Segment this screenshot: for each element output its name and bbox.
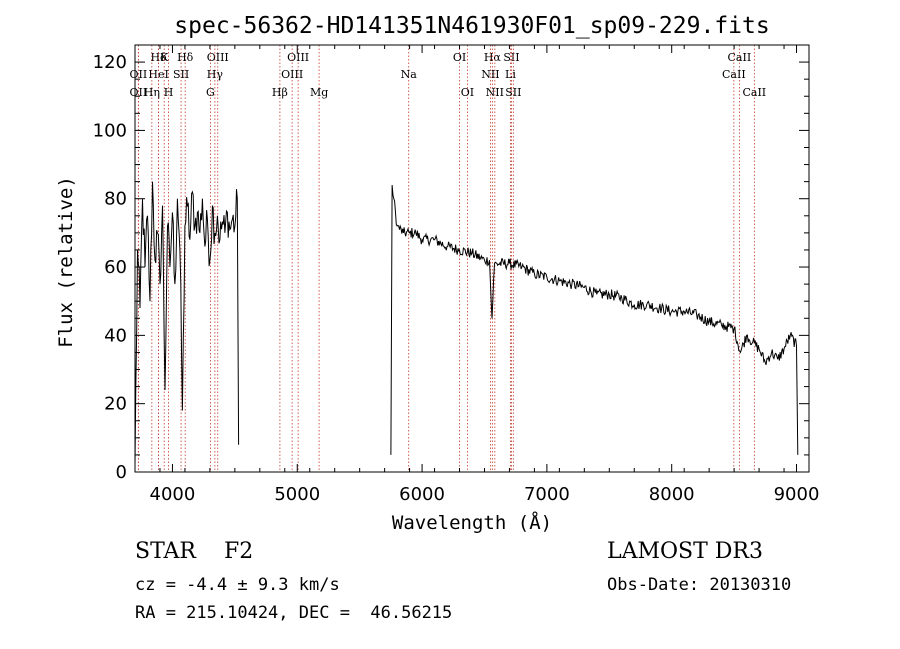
coordinates: RA = 215.10424, DEC = 46.56215 <box>135 603 453 623</box>
spectrum-line-0-segment-1 <box>390 185 799 455</box>
spectrum-line-0-segment-0 <box>134 181 240 466</box>
y-tick-label-0: 0 <box>116 462 127 483</box>
line-label-15: Mg <box>310 86 328 99</box>
line-label-7: H <box>164 86 174 99</box>
line-label-16: Na <box>401 68 418 81</box>
line-label-6: SII <box>173 68 189 81</box>
redshift-text: cz = -4.4 ± 9.3 km/s <box>135 575 340 595</box>
object-class: STAR F2 <box>135 539 254 564</box>
chart-title: spec-56362-HD141351N461930F01_sp09-229.f… <box>174 13 769 39</box>
plot-frame <box>134 44 810 473</box>
y-axis-label: Flux (relative) <box>55 176 77 348</box>
survey-name: LAMOST DR3 <box>607 539 763 564</box>
line-label-3: K <box>160 51 169 64</box>
line-label-11: G <box>206 86 215 99</box>
line-label-20: SII <box>503 51 519 64</box>
line-label-22: Li <box>505 68 516 81</box>
x-tick-label-0: 4000 <box>150 484 196 505</box>
line-label-25: CaII <box>728 51 752 64</box>
y-tick-label-3: 60 <box>104 257 127 278</box>
line-label-27: CaII <box>742 86 766 99</box>
x-tick-label-4: 8000 <box>649 484 695 505</box>
line-label-4: HeI <box>148 68 168 81</box>
line-label-14: Hβ <box>272 86 288 99</box>
line-label-12: OIII <box>287 51 309 64</box>
y-tick-label-4: 80 <box>104 189 127 210</box>
spectrum-series <box>134 181 799 466</box>
line-label-24: SII <box>505 86 521 99</box>
y-tick-label-5: 100 <box>93 120 127 141</box>
line-label-13: OIII <box>281 68 303 81</box>
line-label-0: Hδ <box>150 51 167 64</box>
line-label-2: OII <box>130 86 148 99</box>
line-label-18: OI <box>461 86 474 99</box>
line-label-8: Hδ <box>177 51 194 64</box>
spectrum-chart: spec-56362-HD141351N461930F01_sp09-229.f… <box>55 13 820 534</box>
y-tick-label-1: 20 <box>104 394 127 415</box>
y-tick-label-6: 120 <box>93 52 127 73</box>
x-axis-label: Wavelength (Å) <box>392 511 552 534</box>
x-tick-label-3: 7000 <box>524 484 570 505</box>
line-label-17: OI <box>453 51 466 64</box>
axes: 4000 5000 6000 7000 8000 9000 0 20 40 60 80 100 120 <box>93 45 820 505</box>
line-label-23: NII <box>486 86 504 99</box>
line-label-21: NII <box>481 68 499 81</box>
obs-date: Obs-Date: 20130310 <box>607 575 792 595</box>
x-tick-label-5: 9000 <box>774 484 820 505</box>
x-tick-label-1: 5000 <box>274 484 320 505</box>
x-tick-label-2: 6000 <box>399 484 445 505</box>
line-label-26: CaII <box>722 68 746 81</box>
line-label-9: OIII <box>207 51 229 64</box>
line-label-19: Hα <box>484 51 502 64</box>
line-label-5: Hη <box>144 86 160 99</box>
line-label-10: Hγ <box>207 68 224 81</box>
y-tick-label-2: 40 <box>104 325 127 346</box>
